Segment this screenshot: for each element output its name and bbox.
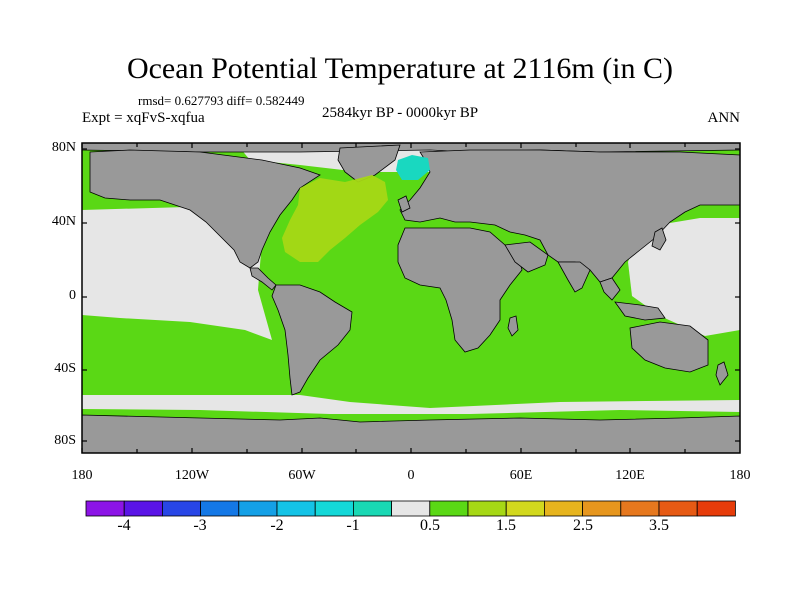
colorbar-box-9: [391, 500, 431, 517]
lon-label-180e: 180: [729, 468, 751, 483]
colorbar-label: 1.5: [496, 517, 516, 534]
lat-label-80n: 80N: [51, 140, 76, 155]
colorbar-box-2: [123, 500, 163, 517]
colorbar-box-16: [658, 500, 698, 517]
colorbar-box-4: [200, 500, 240, 517]
colorbar-box-14: [582, 500, 622, 517]
land-masses: [81, 142, 741, 454]
lat-label-40s: 40S: [54, 361, 76, 376]
colorbar-box-6: [276, 500, 316, 517]
lon-label-120w: 120W: [174, 468, 210, 483]
colorbar-box-12: [505, 500, 545, 517]
lon-label-180w: 180: [71, 468, 93, 483]
colorbar-label: 2.5: [573, 517, 593, 534]
lat-label-40n: 40N: [51, 214, 76, 229]
colorbar-label: -3: [193, 517, 207, 534]
colorbar-label: 0.5: [420, 517, 440, 534]
colorbar-box-17: [696, 500, 736, 517]
colorbar-box-3: [161, 500, 201, 517]
lon-label-120e: 120E: [615, 468, 645, 483]
lat-label-80s: 80S: [54, 433, 76, 448]
map-ticks: [81, 143, 740, 453]
colorbar-box-11: [467, 500, 507, 517]
colorbar-label: -4: [117, 517, 131, 534]
colorbar-box-1: [85, 500, 125, 517]
period-label: 2584kyr BP - 0000kyr BP: [322, 105, 479, 121]
colorbar-box-5: [238, 500, 278, 517]
north-atlantic-anomaly: [282, 175, 388, 262]
colorbar-label: -2: [270, 517, 284, 534]
colorbar-label: -1: [346, 517, 360, 534]
colorbar-box-15: [620, 500, 660, 517]
lon-label-0: 0: [407, 468, 415, 483]
lon-label-60w: 60W: [288, 468, 316, 483]
colorbar-box-8: [352, 500, 392, 517]
lat-label-0: 0: [69, 288, 76, 303]
colorbar-label: 3.5: [649, 517, 669, 534]
stats-line: rmsd= 0.627793 diff= 0.582449: [138, 93, 305, 108]
colorbar-box-10: [429, 500, 469, 517]
season-label: ANN: [707, 110, 741, 126]
lon-label-60e: 60E: [509, 468, 533, 483]
nordic-seas-anomaly: [396, 155, 430, 180]
experiment-label: Expt = xqFvS-xqfua: [82, 110, 205, 126]
colorbar-box-13: [544, 500, 584, 517]
colorbar-box-7: [314, 500, 354, 517]
colorbar: [85, 500, 736, 517]
figure-title: Ocean Potential Temperature at 2116m (in…: [126, 52, 674, 85]
